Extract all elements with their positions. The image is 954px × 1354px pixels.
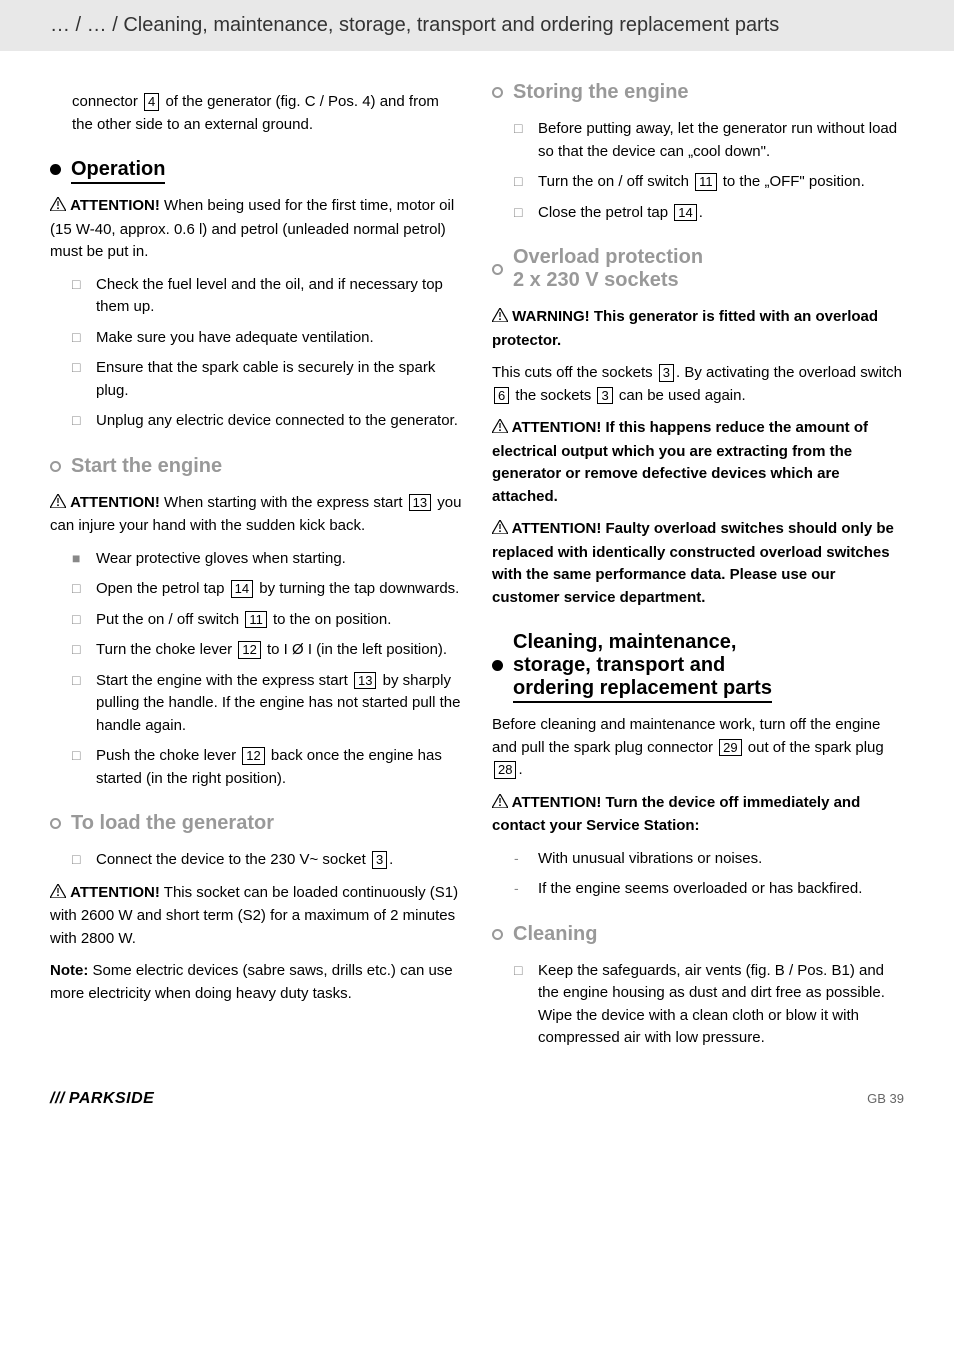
list-item: Close the petrol tap 14. xyxy=(492,202,904,225)
start-list: Wear protective gloves when starting. Op… xyxy=(50,548,462,791)
left-column: connector 4 of the generator (fig. C / P… xyxy=(50,81,462,1060)
overload-attention-2: ATTENTION! Faulty overload switches shou… xyxy=(492,518,904,609)
list-item: Keep the safeguards, air vents (fig. B /… xyxy=(492,960,904,1050)
list-item: Connect the device to the 230 V~ socket … xyxy=(50,849,462,872)
ref-box: 3 xyxy=(372,851,387,869)
brand-logo: ///PARKSIDE xyxy=(50,1090,154,1108)
warning-icon xyxy=(50,493,66,516)
overload-heading: Overload protection2 x 230 V sockets xyxy=(492,246,904,292)
load-note: Note: Some electric devices (sabre saws,… xyxy=(50,960,462,1005)
bullet-hollow-icon xyxy=(492,929,503,940)
warning-icon xyxy=(492,418,508,441)
cleaning-main-title: Cleaning, maintenance,storage, transport… xyxy=(513,631,772,700)
ref-box: 12 xyxy=(238,641,260,659)
load-heading: To load the generator xyxy=(50,812,462,835)
cleaning-dash-list: With unusual vibrations or noises. If th… xyxy=(492,848,904,901)
breadcrumb-header: … / … / Cleaning, maintenance, storage, … xyxy=(0,0,954,51)
overload-text: This cuts off the sockets 3. By activati… xyxy=(492,362,904,407)
warning-icon xyxy=(50,883,66,906)
overload-title: Overload protection2 x 230 V sockets xyxy=(513,246,703,292)
cleaning-main-heading: Cleaning, maintenance,storage, transport… xyxy=(492,631,904,700)
operation-heading: Operation xyxy=(50,158,462,181)
list-item: Open the petrol tap 14 by turning the ta… xyxy=(50,578,462,601)
ref-box-13: 13 xyxy=(409,494,431,512)
load-title: To load the generator xyxy=(71,812,274,835)
list-item: If the engine seems overloaded or has ba… xyxy=(492,878,904,901)
load-attention: ATTENTION! This socket can be loaded con… xyxy=(50,882,462,951)
start-engine-heading: Start the engine xyxy=(50,455,462,478)
start-attention: ATTENTION! When starting with the expres… xyxy=(50,492,462,538)
storing-list: Before putting away, let the generator r… xyxy=(492,118,904,224)
cleaning-intro: Before cleaning and maintenance work, tu… xyxy=(492,714,904,782)
page-footer: ///PARKSIDE GB 39 xyxy=(0,1080,954,1128)
cleaning-sub-heading: Cleaning xyxy=(492,923,904,946)
overload-attention-1: ATTENTION! If this happens reduce the am… xyxy=(492,417,904,508)
bullet-hollow-icon xyxy=(50,461,61,472)
list-item: Wear protective gloves when starting. xyxy=(50,548,462,571)
warning-icon xyxy=(492,307,508,330)
ref-box: 28 xyxy=(494,761,516,779)
bullet-hollow-icon xyxy=(492,87,503,98)
operation-attention: ATTENTION! When being used for the first… xyxy=(50,195,462,264)
ref-box: 6 xyxy=(494,387,509,405)
right-column: Storing the engine Before putting away, … xyxy=(492,81,904,1060)
warning-icon xyxy=(492,793,508,816)
list-item: Make sure you have adequate ventilation. xyxy=(50,327,462,350)
ref-box: 3 xyxy=(659,364,674,382)
ref-box-4: 4 xyxy=(144,93,159,111)
list-item: Turn the on / off switch 11 to the „OFF"… xyxy=(492,171,904,194)
list-item: Start the engine with the express start … xyxy=(50,670,462,738)
bullet-filled-icon xyxy=(492,660,503,671)
main-content: connector 4 of the generator (fig. C / P… xyxy=(0,51,954,1080)
page-number: GB 39 xyxy=(867,1091,904,1106)
start-engine-title: Start the engine xyxy=(71,455,222,478)
list-item: Unplug any electric device connected to … xyxy=(50,410,462,433)
bullet-hollow-icon xyxy=(50,818,61,829)
bullet-hollow-icon xyxy=(492,264,503,275)
ref-box: 13 xyxy=(354,672,376,690)
warning-icon xyxy=(492,519,508,542)
ref-box: 14 xyxy=(674,204,696,222)
operation-list: Check the fuel level and the oil, and if… xyxy=(50,274,462,433)
ref-box: 14 xyxy=(231,580,253,598)
operation-title: Operation xyxy=(71,158,165,184)
list-item: Put the on / off switch 11 to the on pos… xyxy=(50,609,462,632)
ref-box: 3 xyxy=(597,387,612,405)
list-item: Before putting away, let the generator r… xyxy=(492,118,904,163)
cleaning-attention: ATTENTION! Turn the device off immediate… xyxy=(492,792,904,838)
storing-title: Storing the engine xyxy=(513,81,689,104)
ref-box: 29 xyxy=(719,739,741,757)
list-item: Check the fuel level and the oil, and if… xyxy=(50,274,462,319)
ref-box: 12 xyxy=(242,747,264,765)
bullet-filled-icon xyxy=(50,164,61,175)
load-list: Connect the device to the 230 V~ socket … xyxy=(50,849,462,872)
warning-icon xyxy=(50,196,66,219)
list-item: Push the choke lever 12 back once the en… xyxy=(50,745,462,790)
ref-box: 11 xyxy=(695,173,717,191)
ref-box: 11 xyxy=(245,611,267,629)
storing-heading: Storing the engine xyxy=(492,81,904,104)
list-item: Ensure that the spark cable is securely … xyxy=(50,357,462,402)
intro-paragraph: connector 4 of the generator (fig. C / P… xyxy=(50,91,462,136)
cleaning-list: Keep the safeguards, air vents (fig. B /… xyxy=(492,960,904,1050)
list-item: With unusual vibrations or noises. xyxy=(492,848,904,871)
list-item: Turn the choke lever 12 to I Ø I (in the… xyxy=(50,639,462,662)
overload-warning: WARNING! This generator is fitted with a… xyxy=(492,306,904,352)
cleaning-sub-title: Cleaning xyxy=(513,923,597,946)
